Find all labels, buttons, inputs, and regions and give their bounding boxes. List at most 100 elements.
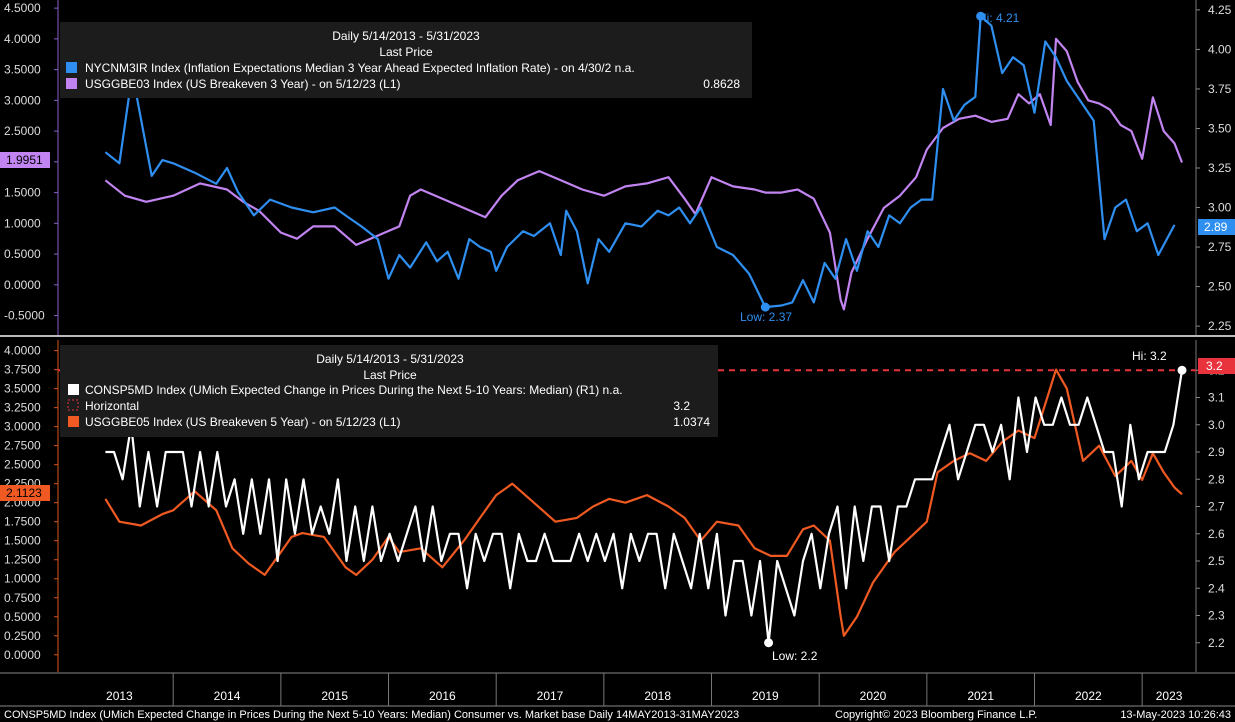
low-marker [760,302,770,312]
year-label: 2020 [860,689,887,703]
series-line-nycnm3ir [104,15,1176,309]
tag-top-left-bg [0,152,50,168]
right-tick-label: 3.0 [1208,418,1225,432]
legend-swatch-blue [66,62,77,73]
legend-entry-horizontal: Horizontal [85,399,139,413]
right-tick-label: 2.75 [1208,240,1232,254]
right-tick-label: 4.25 [1208,3,1232,17]
left-tick-label: 1.2500 [4,553,41,567]
right-tick-label: 4.00 [1208,42,1232,56]
right-tick-label: 2.5 [1208,554,1225,568]
left-tick-label: 3.0000 [4,93,41,107]
year-label: 2021 [967,689,994,703]
right-tick-label: 3.75 [1208,82,1232,96]
left-tick-label: 0.5000 [4,610,41,624]
legend-value-usggbe03: 0.8628 [703,77,740,91]
legend-entry-usggbe05: USGGBE05 Index (US Breakeven 5 Year) - o… [85,415,401,429]
year-label: 2017 [537,689,564,703]
bottom-high-label: Hi: 3.2 [1132,349,1167,363]
right-tick-label: 2.4 [1208,581,1225,595]
top-low-label: Low: 2.37 [740,310,792,324]
left-tick-label: 4.5000 [4,1,41,15]
tag-bottom-right-bg [1198,358,1235,374]
right-tick-label: 2.9 [1208,445,1225,459]
year-label: 2018 [644,689,671,703]
left-tick-label: 4.0000 [4,32,41,46]
top-high-label: Hi: 4.21 [978,11,1020,25]
high-marker [1177,365,1187,375]
year-label: 2022 [1075,689,1102,703]
top-legend: Daily 5/14/2013 - 5/31/2023 Last Price N… [60,22,752,98]
left-tick-label: 0.0000 [4,648,41,662]
tag-bottom-right: 3.2 [1206,359,1223,373]
right-tick-label: 2.7 [1208,500,1225,514]
legend-value-usggbe05: 1.0374 [673,415,710,429]
bottom-low-label: Low: 2.2 [772,649,818,663]
legend-entry-usggbe03: USGGBE03 Index (US Breakeven 3 Year) - o… [85,77,401,91]
tag-bottom-left-bg [0,485,50,501]
tag-top-left: 1.9951 [6,153,43,167]
legend-entry-consp5md: CONSP5MD Index (UMich Expected Change in… [85,383,623,397]
footer: CONSP5MD Index (UMich Expected Change in… [4,709,1231,721]
right-tick-label: 2.2 [1208,636,1225,650]
right-tick-label: 3.00 [1208,201,1232,215]
footer-left: CONSP5MD Index (UMich Expected Change in… [4,709,739,721]
right-tick-label: 2.6 [1208,527,1225,541]
legend-swatch-horizontal [67,399,79,411]
left-tick-label: 2.7500 [4,439,41,453]
left-tick-label: 2.5000 [4,124,41,138]
year-label: 2015 [321,689,348,703]
left-tick-label: 2.5000 [4,458,41,472]
year-label: 2023 [1156,689,1183,703]
right-tick-label: 2.3 [1208,609,1225,623]
annotations: Hi: 4.21 Low: 2.37 Hi: 3.2 Low: 2.2 [740,11,1167,663]
year-label: 2016 [429,689,456,703]
top-legend-period: Daily 5/14/2013 - 5/31/2023 [332,29,480,43]
right-tick-label: 2.8 [1208,472,1225,486]
left-tick-label: 1.7500 [4,515,41,529]
year-label: 2013 [106,689,133,703]
legend-swatch-orange [68,416,79,427]
right-tick-label: 3.1 [1208,391,1225,405]
left-tick-label: 3.2500 [4,401,41,415]
left-tick-label: 0.0000 [4,278,41,292]
series-line-usggbe03 [104,37,1184,311]
left-tick-label: 1.5000 [4,186,41,200]
legend-swatch-purple [66,78,77,89]
left-tick-label: 3.5000 [4,63,41,77]
left-tick-label: 1.5000 [4,534,41,548]
top-legend-header: Last Price [379,45,433,59]
legend-entry-nycnm3ir: NYCNM3IR Index (Inflation Expectations M… [85,61,635,75]
right-tick-label: 2.25 [1208,319,1232,333]
left-tick-label: 0.7500 [4,591,41,605]
bottom-legend-header: Last Price [363,368,417,382]
year-label: 2019 [752,689,779,703]
legend-swatch-white [68,384,79,395]
year-label: 2014 [214,689,241,703]
footer-center: Copyright© 2023 Bloomberg Finance L.P. [835,709,1037,721]
right-tick-label: 3.50 [1208,121,1232,135]
left-tick-label: -0.5000 [4,309,45,323]
left-tick-label: 0.5000 [4,247,41,261]
left-tick-label: 3.0000 [4,420,41,434]
left-tick-label: 0.2500 [4,629,41,643]
bottom-legend-period: Daily 5/14/2013 - 5/31/2023 [316,352,464,366]
right-tick-label: 2.50 [1208,280,1232,294]
right-tick-label: 3.25 [1208,161,1232,175]
tag-bottom-left: 2.1123 [6,486,42,500]
high-marker [976,11,986,21]
legend-value-horizontal: 3.2 [673,399,690,413]
left-tick-label: 3.7500 [4,363,41,377]
tag-top-right-bg [1198,219,1235,235]
left-tick-label: 4.0000 [4,344,41,358]
bottom-legend: Daily 5/14/2013 - 5/31/2023 Last Price C… [60,345,718,437]
series-line-consp5md [105,370,1184,644]
left-tick-label: 1.0000 [4,572,41,586]
low-marker [764,638,774,648]
tag-top-right: 2.89 [1204,220,1228,234]
x-axis-years: 2013 2014 2015 2016 2017 2018 2019 2020 2021 2022… [106,673,1183,706]
last-value-tags: 1.9951 2.89 2.1123 3.2 [0,152,1235,501]
left-tick-label: 1.0000 [4,216,41,230]
footer-right: 13-May-2023 10:26:43 [1120,709,1231,721]
